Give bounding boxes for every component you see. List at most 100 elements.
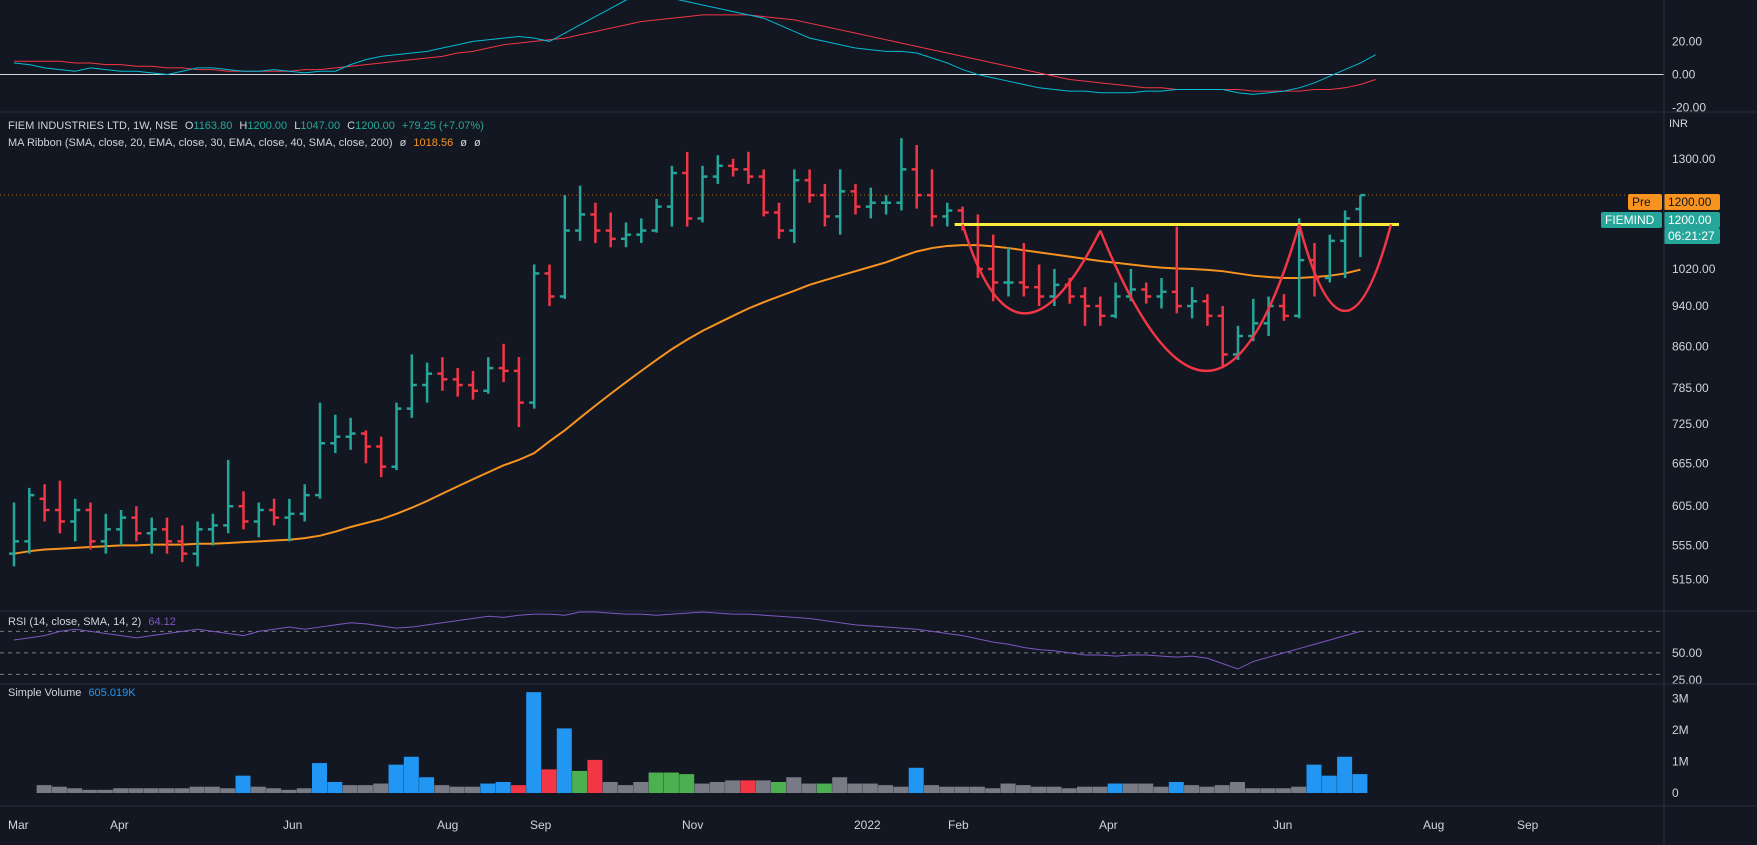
ohlc-bar[interactable]: [207, 513, 218, 546]
volume-bar[interactable]: [357, 785, 373, 793]
volume-bar[interactable]: [51, 786, 67, 793]
volume-bar[interactable]: [556, 728, 572, 793]
ohlc-bar[interactable]: [269, 498, 280, 526]
volume-bar[interactable]: [908, 767, 924, 793]
volume-bar[interactable]: [862, 783, 878, 793]
right-shoulder-arc[interactable]: [1297, 224, 1393, 312]
ohlc-bar[interactable]: [1171, 226, 1182, 314]
volume-bar[interactable]: [113, 788, 129, 793]
ohlc-bar[interactable]: [483, 357, 494, 394]
ohlc-bar[interactable]: [1141, 282, 1152, 304]
ohlc-bar[interactable]: [54, 480, 65, 534]
volume-bar[interactable]: [296, 788, 312, 793]
volume-bar[interactable]: [832, 777, 848, 793]
volume-bar[interactable]: [786, 777, 802, 793]
ma-ribbon-legend[interactable]: MA Ribbon (SMA, close, 20, EMA, close, 3…: [8, 137, 481, 149]
ohlc-bar[interactable]: [345, 417, 356, 450]
ohlc-bar[interactable]: [284, 498, 295, 542]
ohlc-bar[interactable]: [100, 513, 111, 554]
ohlc-bar[interactable]: [605, 212, 616, 248]
volume-bar[interactable]: [847, 783, 863, 793]
ohlc-bar[interactable]: [360, 430, 371, 464]
volume-bar[interactable]: [924, 785, 939, 793]
ohlc-bar[interactable]: [253, 502, 264, 538]
volume-bar[interactable]: [128, 788, 144, 793]
ohlc-bar[interactable]: [452, 368, 463, 397]
volume-bar[interactable]: [954, 786, 970, 793]
volume-bar[interactable]: [1031, 786, 1047, 793]
volume-bar[interactable]: [1245, 788, 1261, 793]
volume-bar[interactable]: [816, 783, 832, 793]
rsi-pane[interactable]: [0, 611, 1664, 675]
cup-arc[interactable]: [1099, 224, 1301, 373]
ohlc-bar[interactable]: [1080, 287, 1090, 326]
ohlc-bar[interactable]: [437, 357, 448, 391]
ohlc-bar[interactable]: [391, 402, 402, 471]
volume-bar[interactable]: [1275, 788, 1291, 793]
volume-legend[interactable]: Simple Volume 605.019K: [8, 687, 136, 699]
ohlc-bar[interactable]: [223, 459, 234, 534]
volume-bar[interactable]: [740, 780, 756, 793]
ohlc-bar[interactable]: [422, 362, 433, 403]
volume-bar[interactable]: [1352, 774, 1368, 793]
volume-bar[interactable]: [1337, 756, 1353, 793]
volume-bar[interactable]: [648, 772, 664, 793]
ohlc-bar[interactable]: [911, 145, 922, 209]
volume-bar[interactable]: [1321, 775, 1337, 793]
ohlc-bar[interactable]: [299, 484, 310, 522]
volume-bar[interactable]: [633, 781, 649, 793]
volume-bar[interactable]: [159, 788, 174, 793]
volume-bar[interactable]: [36, 785, 52, 793]
ohlc-bar[interactable]: [636, 218, 647, 243]
ohlc-bar[interactable]: [774, 202, 784, 239]
ohlc-bar[interactable]: [1003, 247, 1014, 297]
volume-bar[interactable]: [495, 781, 511, 793]
volume-bar[interactable]: [679, 774, 695, 793]
volume-bar[interactable]: [755, 780, 771, 793]
volume-bar[interactable]: [434, 785, 450, 793]
volume-bar[interactable]: [327, 781, 343, 793]
volume-bar[interactable]: [1168, 781, 1184, 793]
volume-bar[interactable]: [510, 785, 526, 793]
volume-bar[interactable]: [266, 788, 282, 793]
volume-bar[interactable]: [1122, 783, 1138, 793]
ohlc-bar[interactable]: [1294, 218, 1305, 319]
ohlc-bar[interactable]: [728, 158, 739, 177]
ohlc-bar[interactable]: [1217, 306, 1228, 369]
ohlc-bar[interactable]: [162, 517, 172, 554]
time-axis[interactable]: Mar Apr Jun Aug Sep Nov 2022 Feb Apr Jun Aug Sep: [8, 818, 1539, 832]
volume-bar[interactable]: [1214, 785, 1230, 793]
ohlc-bar[interactable]: [559, 195, 570, 299]
volume-bar[interactable]: [220, 788, 236, 793]
ohlc-bar[interactable]: [513, 357, 524, 428]
volume-bar[interactable]: [143, 788, 159, 793]
volume-bar[interactable]: [1199, 786, 1215, 793]
rsi-legend[interactable]: RSI (14, close, SMA, 14, 2) 64.12: [8, 616, 176, 628]
ohlc-bar[interactable]: [712, 155, 723, 184]
ohlc-bar[interactable]: [896, 138, 907, 211]
volume-bar[interactable]: [1000, 783, 1016, 793]
ohlc-bar[interactable]: [1324, 234, 1335, 283]
volume-bar[interactable]: [878, 785, 894, 793]
ohlc-bar[interactable]: [192, 521, 203, 567]
volume-bar[interactable]: [480, 783, 496, 793]
ohlc-bar[interactable]: [835, 169, 846, 235]
volume-bar[interactable]: [1260, 788, 1276, 793]
ohlc-bar[interactable]: [131, 506, 142, 542]
ohlc-bar[interactable]: [468, 370, 478, 400]
volume-bar[interactable]: [388, 764, 404, 793]
volume-bar[interactable]: [572, 770, 588, 793]
ohlc-bar[interactable]: [850, 183, 861, 215]
volume-bar[interactable]: [373, 783, 389, 793]
ohlc-bar[interactable]: [651, 198, 662, 233]
ohlc-bar[interactable]: [1156, 277, 1167, 309]
ohlc-bar[interactable]: [315, 402, 325, 499]
ohlc-bar[interactable]: [621, 222, 631, 248]
ohlc-bar[interactable]: [758, 169, 769, 217]
ohlc-bar[interactable]: [177, 525, 188, 563]
ohlc-bar[interactable]: [24, 487, 35, 554]
volume-bar[interactable]: [1077, 786, 1092, 793]
ohlc-bar[interactable]: [9, 502, 19, 567]
ohlc-bar[interactable]: [498, 343, 509, 383]
